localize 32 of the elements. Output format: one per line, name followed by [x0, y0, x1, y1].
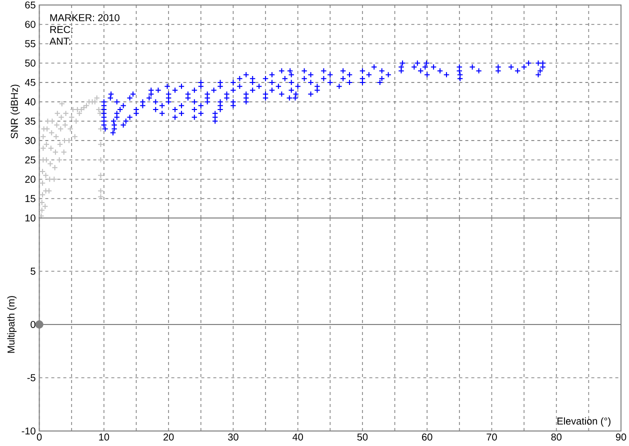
y-tick-label: -5: [27, 374, 36, 382]
x-tick-label: 60: [422, 434, 432, 441]
y-tick-label: -10: [22, 427, 36, 435]
annotation: MARKER: 2010: [50, 14, 120, 22]
y-tick-label: 10: [25, 214, 36, 222]
x-tick-label: 80: [551, 434, 562, 441]
x-tick-label: 70: [486, 434, 497, 441]
x-tick-label: 90: [616, 434, 626, 441]
y-tick-label: 15: [25, 195, 36, 202]
y-axis-title: SNR (dBHz): [10, 84, 20, 138]
x-tick-label: 40: [292, 434, 303, 441]
y-tick-label: 65: [25, 1, 36, 9]
x-tick-label: 20: [164, 434, 174, 441]
x-tick-label: 0: [36, 434, 42, 441]
y-tick-label: 55: [25, 40, 36, 48]
y-tick-label: 30: [25, 137, 36, 144]
annotation: REC:: [50, 26, 72, 34]
x-axis-title: Elevation (°): [558, 417, 610, 427]
y-tick-label: 60: [25, 20, 36, 28]
x-tick-label: 50: [357, 434, 368, 441]
y-tick-label: 5: [30, 268, 36, 275]
y-tick-label: 40: [24, 98, 36, 106]
y-tick-label: 0: [30, 320, 36, 328]
y-axis-title: Multipath (m): [7, 296, 17, 353]
y-tick-label: 45: [24, 78, 36, 86]
y-tick-label: 25: [25, 156, 36, 164]
y-tick-label: 20: [25, 176, 36, 183]
y-tick-label: 50: [25, 60, 36, 67]
annotation: ANT:: [50, 38, 70, 45]
x-tick-label: 10: [99, 434, 110, 441]
x-tick-label: 30: [228, 434, 238, 441]
y-tick-label: 35: [25, 118, 36, 125]
